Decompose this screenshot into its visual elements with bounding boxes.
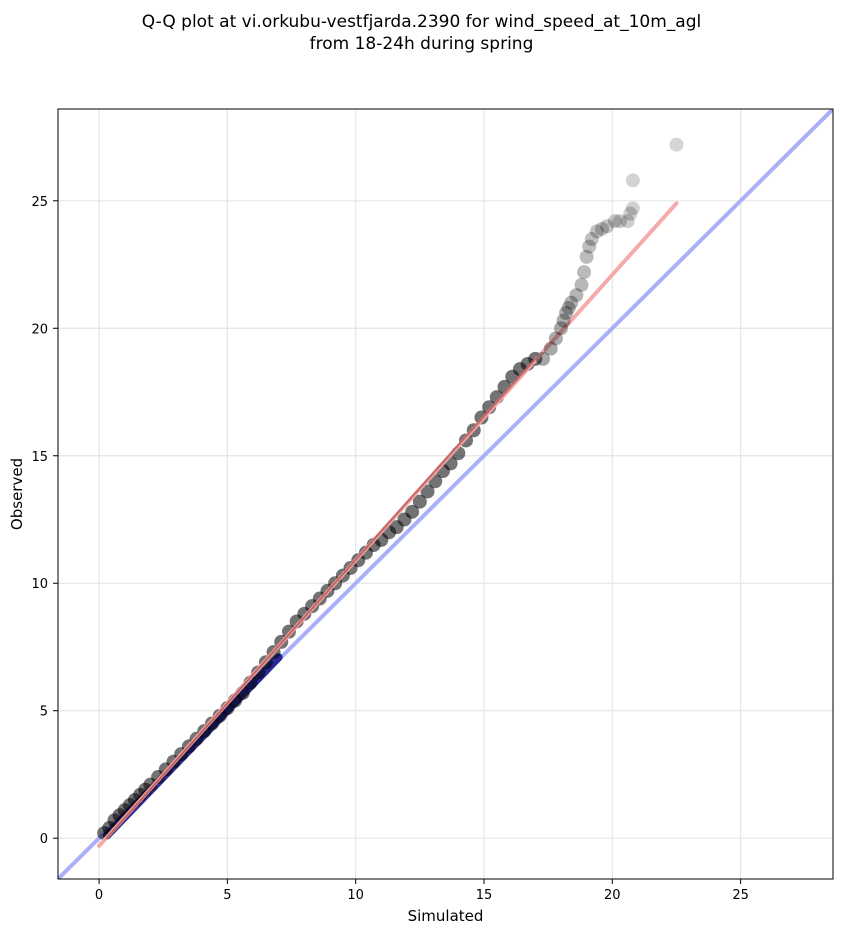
data-point	[589, 224, 604, 239]
fit-line-core	[105, 357, 537, 840]
data-point	[561, 300, 576, 315]
data-point	[582, 239, 597, 254]
x-tick-label: 15	[476, 888, 493, 903]
data-point	[251, 665, 266, 680]
data-point	[574, 277, 589, 292]
x-tick-label: 10	[347, 888, 364, 903]
data-point	[553, 321, 568, 336]
data-point	[669, 137, 684, 152]
fit-line	[97, 201, 679, 848]
data-point	[579, 249, 594, 264]
data-point	[625, 201, 640, 216]
data-point	[548, 331, 563, 346]
data-point	[564, 295, 579, 310]
data-point	[613, 214, 628, 229]
y-axis-label: Observed	[8, 458, 26, 530]
data-point	[623, 206, 638, 221]
data-point	[412, 494, 427, 509]
y-tick-label: 20	[31, 322, 48, 337]
y-tick-label: 0	[40, 832, 48, 847]
y-tick-label: 25	[31, 195, 48, 210]
data-point	[536, 351, 551, 366]
x-axis-label: Simulated	[408, 907, 484, 925]
plot-area	[58, 109, 833, 879]
data-point	[607, 214, 622, 229]
y-tick-label: 5	[40, 705, 48, 720]
data-point	[620, 214, 635, 229]
data-point	[577, 265, 592, 280]
data-point	[600, 219, 615, 234]
x-tick-label: 20	[604, 888, 621, 903]
chart-title-line-2: from 18-24h during spring	[309, 34, 534, 54]
y-tick-label: 10	[31, 577, 48, 592]
data-point	[543, 341, 558, 356]
chart-title-line-1: Q-Q plot at vi.orkubu-vestfjarda.2390 fo…	[141, 12, 702, 32]
data-point	[556, 313, 571, 328]
axes-frame	[57, 108, 834, 880]
x-tick-label: 25	[732, 888, 749, 903]
data-point	[625, 173, 640, 188]
y-tick-label: 15	[31, 450, 48, 465]
data-point	[595, 221, 610, 236]
data-point	[420, 484, 435, 499]
data-point	[584, 232, 599, 247]
x-tick-label: 5	[223, 888, 231, 903]
data-point	[569, 288, 584, 303]
x-tick-label: 0	[95, 888, 103, 903]
data-point	[559, 305, 574, 320]
data-point	[405, 504, 420, 519]
